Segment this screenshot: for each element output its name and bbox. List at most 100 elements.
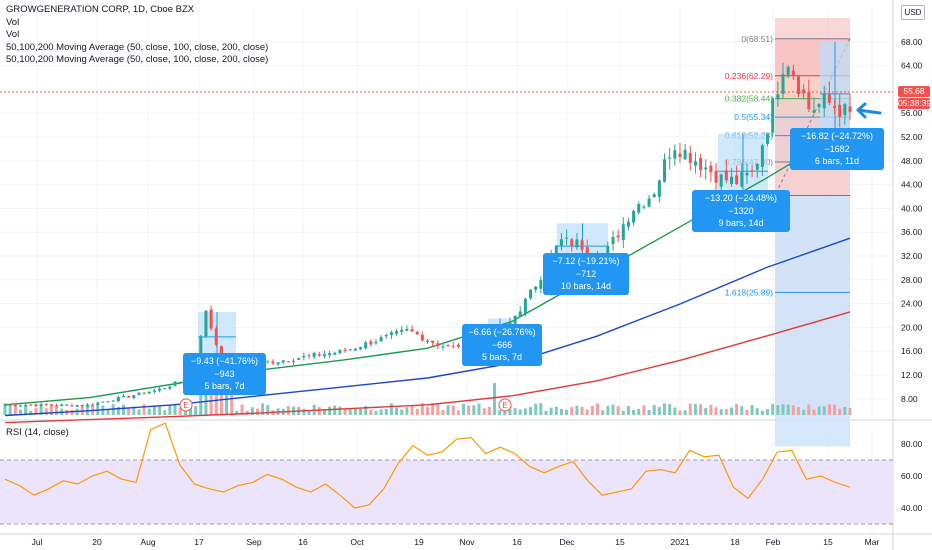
volume-bar (420, 403, 424, 415)
volume-bar (250, 407, 254, 415)
measure-callout[interactable]: −13.20 (−24.48%) −1320 9 bars, 14d (692, 190, 790, 232)
volume-bar (848, 407, 852, 415)
candle-body (348, 349, 352, 351)
volume-bar (714, 407, 718, 415)
volume-indicator-label[interactable]: Vol (6, 16, 20, 28)
candle-body (374, 341, 378, 344)
volume-bar (632, 409, 636, 415)
volume-bar (152, 405, 156, 415)
volume-bar (343, 409, 347, 415)
candle-body (441, 346, 445, 348)
candle-body (297, 358, 301, 360)
candle-body (420, 334, 424, 341)
candle-body (395, 330, 399, 334)
volume-bar (827, 404, 831, 415)
volume-bar (8, 405, 12, 415)
volume-bar (13, 403, 17, 415)
rsi-title[interactable]: RSI (14, close) (6, 427, 69, 438)
volume-bar (44, 408, 48, 415)
volume-bar (626, 406, 630, 415)
candle-body (266, 361, 270, 363)
candle-body (729, 176, 733, 184)
measure-bars: 9 bars, 14d (718, 218, 764, 228)
candle-body (96, 402, 100, 405)
y-tick-label: 16.00 (901, 346, 923, 356)
volume-indicator-label[interactable]: Vol (6, 29, 20, 41)
moving-average-label[interactable]: 50,100,200 Moving Average (50, close, 10… (6, 54, 269, 66)
measure-bars: 5 bars, 7d (481, 352, 523, 362)
symbol-title[interactable]: GROWGENERATION CORP, 1D, Cboe BZX (6, 4, 195, 15)
candle-body (827, 94, 831, 103)
volume-bar (724, 409, 728, 415)
volume-bar (266, 404, 270, 415)
candle-body (632, 210, 636, 223)
candle-body (518, 311, 522, 317)
volume-bar (163, 410, 167, 415)
candle-body (75, 405, 79, 407)
volume-bar (379, 409, 383, 415)
volume-bar (596, 403, 600, 415)
candle-body (647, 198, 651, 207)
volume-bar (539, 403, 543, 415)
fib-level-label: 0.236(62.29) (725, 71, 773, 81)
volume-bar (796, 406, 800, 415)
volume-bar (34, 408, 38, 415)
volume-bar (482, 408, 486, 415)
candle-body (24, 405, 28, 407)
candle-body (158, 388, 162, 391)
fib-level-label: 1.618(25.89) (725, 287, 773, 297)
x-tick-label: 16 (512, 537, 522, 547)
candle-body (621, 224, 625, 241)
candle-body (668, 157, 672, 159)
earnings-marker (498, 398, 512, 412)
measure-bars: 10 bars, 14d (560, 281, 612, 291)
y-tick-label: 20.00 (901, 322, 923, 332)
candle-body (405, 328, 409, 331)
candle-body (60, 404, 64, 407)
volume-bar (451, 405, 455, 415)
volume-bar (322, 409, 326, 415)
candle-body (426, 340, 429, 342)
candle-body (529, 289, 533, 299)
candle-body (848, 106, 852, 112)
candle-body (580, 240, 584, 250)
volume-bar (719, 409, 723, 415)
measure-callout[interactable]: −6.66 (−26.76%) −666 5 bars, 7d (462, 324, 542, 366)
candle-body (637, 204, 641, 213)
earnings-marker-label: E (502, 401, 507, 410)
volume-bar (436, 403, 440, 415)
candle-body (204, 310, 208, 337)
measure-callout[interactable]: −16.82 (−24.72%) −1682 6 bars, 11d (790, 128, 884, 170)
candle-body (91, 404, 95, 406)
volume-bar (188, 407, 192, 415)
volume-bar (601, 410, 605, 415)
y-tick-label: 64.00 (901, 61, 923, 71)
measure-callout[interactable]: −7.12 (−19.21%) −712 10 bars, 14d (543, 253, 629, 295)
volume-bar (353, 408, 357, 415)
volume-bar (647, 410, 651, 415)
last-price-tag: 55.68 (898, 86, 930, 97)
currency-badge[interactable]: USD (901, 5, 925, 20)
measure-callout[interactable]: −9.43 (−41.76%) −943 5 bars, 7d (183, 353, 266, 395)
volume-bar (683, 410, 687, 415)
earnings-marker-label: E (183, 401, 188, 410)
volume-bar (477, 403, 481, 415)
candle-body (415, 331, 419, 335)
volume-bar (441, 410, 445, 415)
volume-bar (611, 404, 615, 415)
candle-body (302, 356, 306, 358)
volume-bar (565, 409, 569, 415)
volume-bar (55, 406, 59, 415)
x-tick-label: Nov (459, 537, 475, 547)
candle-body (606, 245, 610, 257)
candle-body (389, 332, 393, 336)
candle-body (276, 362, 280, 365)
rsi-band (0, 460, 893, 524)
moving-average-label[interactable]: 50,100,200 Moving Average (50, close, 10… (6, 41, 269, 53)
y-tick-label: 32.00 (901, 251, 923, 261)
candle-body (18, 405, 22, 407)
volume-bar (616, 406, 620, 415)
volume-bar (554, 406, 558, 415)
x-tick-label: 17 (194, 537, 204, 547)
